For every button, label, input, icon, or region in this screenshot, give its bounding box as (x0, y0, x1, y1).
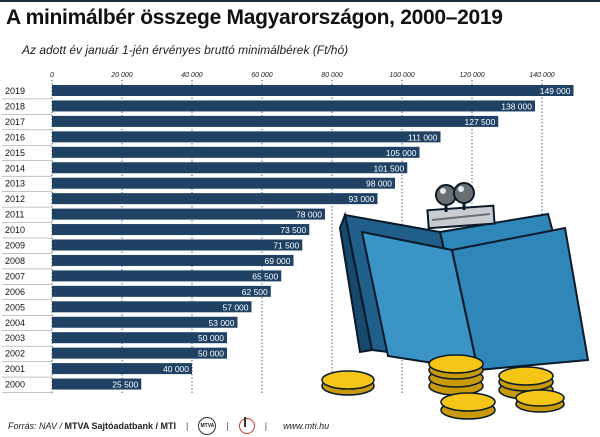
bar (52, 254, 294, 266)
footer-separator: | (186, 420, 189, 431)
x-tick-label: 120 000 (459, 72, 484, 79)
x-tick-label: 140 000 (529, 72, 554, 79)
wallet-icon (338, 182, 590, 372)
footer-separator: | (264, 420, 268, 431)
category-label: 2015 (5, 148, 25, 158)
x-tick-label: 80 000 (321, 72, 343, 79)
bar (52, 208, 325, 220)
value-label: 138 000 (501, 101, 532, 111)
mtva-logo-icon: MTVA (198, 416, 217, 435)
bar (52, 301, 252, 313)
category-label: 2004 (5, 318, 25, 328)
bar (52, 285, 271, 297)
value-label: 101 500 (374, 163, 405, 173)
bar (52, 316, 238, 328)
wallet-illustration (321, 182, 590, 420)
coin-stack-icon (321, 354, 565, 420)
value-label: 98 000 (366, 179, 392, 189)
x-tick-label: 40 000 (181, 72, 203, 79)
value-label: 71 500 (273, 241, 299, 251)
bar (52, 100, 535, 112)
bar (52, 131, 441, 143)
bar (52, 85, 574, 96)
value-label: 50 000 (198, 349, 224, 359)
bar (52, 332, 227, 344)
value-label: 149 000 (540, 86, 571, 96)
value-label: 65 500 (252, 271, 278, 281)
value-label: 127 500 (465, 117, 496, 127)
bar (52, 239, 303, 251)
value-label: 78 000 (296, 210, 322, 220)
category-label: 2011 (5, 210, 24, 220)
value-label: 93 000 (349, 194, 375, 204)
category-label: 2008 (5, 256, 25, 266)
value-label: 69 000 (265, 256, 291, 266)
source-text: Forrás: NAV / MTVA Sajtóadatbank / MTI (8, 420, 177, 431)
bar (52, 177, 395, 189)
category-label: 2016 (5, 132, 25, 142)
category-label: 2002 (5, 349, 25, 359)
value-label: 111 000 (408, 132, 438, 142)
category-label: 2019 (5, 86, 25, 96)
category-label: 2013 (5, 179, 25, 189)
category-label: 2006 (5, 287, 25, 297)
value-label: 105 000 (386, 148, 417, 158)
bar-layer: 149 000 138 000 127 500 111 000 105 000 101 5… (52, 85, 574, 390)
bar (52, 347, 227, 359)
category-label: 2012 (5, 194, 25, 204)
x-tick-label: 60 000 (251, 72, 273, 79)
value-label: 53 000 (209, 318, 235, 328)
category-label: 2003 (5, 333, 25, 343)
value-label: 40 000 (163, 364, 189, 374)
category-label: 2005 (5, 302, 25, 312)
category-label: 2017 (5, 117, 25, 127)
value-label: 62 500 (242, 287, 268, 297)
footer-separator: | (226, 420, 229, 431)
footer: Forrás: NAV / MTVA Sajtóadatbank / MTI |… (0, 414, 600, 437)
bar (52, 224, 310, 236)
x-tick-label: 0 (50, 72, 54, 79)
chart-subtitle: Az adott év január 1-jén érvényes bruttó… (22, 43, 349, 57)
value-label: 73 500 (280, 225, 306, 235)
mti-logo-icon (238, 416, 255, 434)
chart-title: A minimálbér összege Magyarországon, 200… (6, 6, 503, 29)
grid-layer: 0 20 000 40 000 60 000 80 000 100 000 120 000 1… (2, 72, 555, 394)
category-label: 2014 (5, 163, 25, 173)
category-label: 2001 (5, 364, 25, 374)
category-label: 2009 (5, 241, 25, 251)
bar (52, 162, 408, 174)
bar (52, 270, 282, 282)
bar (52, 378, 142, 390)
value-label: 57 000 (223, 302, 249, 312)
value-label: 50 000 (198, 333, 224, 343)
bar (52, 146, 420, 158)
x-tick-label: 20 000 (110, 72, 133, 79)
x-tick-label: 100 000 (389, 72, 414, 79)
bar (52, 115, 499, 127)
website-link[interactable]: www.mti.hu (283, 420, 330, 431)
category-label: 2000 (5, 380, 25, 390)
value-label: 25 500 (112, 380, 138, 390)
top-rule (0, 0, 600, 2)
category-label: 2018 (5, 101, 25, 111)
category-label: 2010 (5, 225, 25, 235)
bar (52, 193, 378, 205)
category-label: 2007 (5, 271, 25, 281)
bar (52, 363, 192, 375)
